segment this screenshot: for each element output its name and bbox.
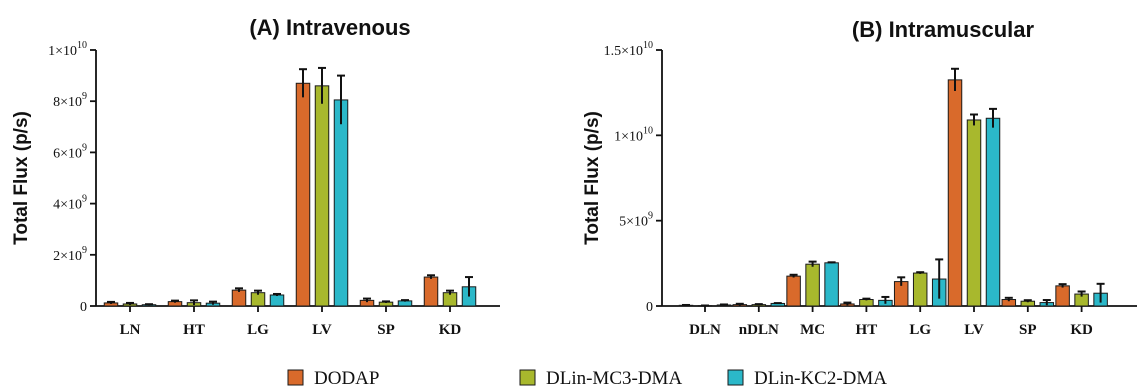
x-tick-label: HT (856, 322, 878, 338)
bar-dodap-mc (786, 275, 801, 307)
legend-swatch-dlin-kc2-dma (727, 369, 744, 386)
y-tick-base: 1×10 (614, 129, 643, 144)
bar-dodap-lg (231, 289, 247, 307)
y-tick-label: 0 (80, 300, 87, 315)
y-tick-exponent: 9 (82, 194, 87, 205)
bar-dlin-mc3-dma-ht (859, 299, 874, 307)
x-tick-label: DLN (689, 322, 721, 338)
bar-dlin-mc3-dma-mc (805, 263, 820, 307)
y-tick-exponent: 10 (643, 125, 653, 136)
bar-dodap-kd (423, 276, 439, 307)
y-axis-label: Total Flux (p/s) (11, 111, 32, 245)
y-tick-base: 4×10 (53, 198, 82, 213)
x-tick-label: LV (312, 322, 332, 338)
y-tick-base: 1.5×10 (604, 44, 643, 59)
bar-dodap-lv (947, 79, 963, 307)
legend-label-dodap: DODAP (314, 368, 379, 389)
y-tick-base: 8×10 (53, 95, 82, 110)
legend-swatch-dodap (287, 369, 304, 386)
y-axis-label: Total Flux (p/s) (582, 111, 603, 245)
y-tick-base: 0 (80, 300, 87, 315)
y-tick-exponent: 9 (648, 211, 653, 222)
y-tick-exponent: 10 (643, 40, 653, 51)
y-tick-exponent: 10 (77, 40, 87, 51)
x-tick-label: LV (964, 322, 984, 338)
x-tick-label: HT (183, 322, 205, 338)
legend-swatch-dlin-mc3-dma (519, 369, 536, 386)
x-tick-label: SP (377, 322, 395, 338)
x-tick-label: LG (909, 322, 931, 338)
legend-label-dlin-kc2-dma: DLin-KC2-DMA (754, 368, 887, 389)
y-tick-label: 4×109 (53, 194, 87, 213)
x-tick-label: KD (439, 322, 462, 338)
bar-dlin-kc2-dma-mc (824, 262, 839, 307)
bar-dlin-mc3-dma-lg (912, 272, 928, 307)
bar-dlin-kc2-dma-lv (985, 117, 1001, 307)
x-tick-label: KD (1070, 322, 1093, 338)
x-tick-label: nDLN (739, 322, 779, 338)
y-tick-label: 6×109 (53, 142, 87, 161)
legend-label-dlin-mc3-dma: DLin-MC3-DMA (546, 368, 682, 389)
bar-dlin-kc2-dma-lv (333, 99, 349, 307)
y-tick-base: 6×10 (53, 146, 82, 161)
y-tick-exponent: 9 (82, 245, 87, 256)
y-tick-label: 1×1010 (48, 40, 87, 59)
y-tick-base: 2×10 (53, 249, 82, 264)
bar-dodap-kd (1055, 285, 1070, 307)
x-tick-label: LN (120, 322, 141, 338)
bar-dlin-kc2-dma-lg (269, 294, 285, 307)
bar-dlin-mc3-dma-lv (314, 85, 330, 307)
y-tick-label: 1.5×1010 (604, 40, 653, 59)
x-tick-label: SP (1019, 322, 1037, 338)
y-tick-base: 0 (646, 300, 653, 315)
y-tick-label: 2×109 (53, 245, 87, 264)
y-tick-label: 8×109 (53, 91, 87, 110)
y-tick-label: 0 (646, 300, 653, 315)
y-tick-exponent: 9 (82, 142, 87, 153)
x-tick-label: MC (800, 322, 825, 338)
y-tick-label: 1×1010 (614, 125, 653, 144)
y-tick-exponent: 9 (82, 91, 87, 102)
chart-title: (A) Intravenous (249, 15, 410, 40)
x-tick-label: LG (247, 322, 269, 338)
bar-dodap-lv (295, 82, 311, 307)
chart-title: (B) Intramuscular (852, 17, 1035, 42)
panel-intramuscular: (B) Intramuscular Total Flux (p/s) 0 5×109 1… (582, 17, 1137, 338)
y-tick-base: 1×10 (48, 44, 77, 59)
y-tick-label: 5×109 (619, 211, 653, 230)
legend: DODAP DLin-MC3-DMA DLin-KC2-DMA (287, 368, 887, 389)
bar-dlin-mc3-dma-lv (966, 119, 982, 307)
y-tick-base: 5×10 (619, 215, 648, 230)
